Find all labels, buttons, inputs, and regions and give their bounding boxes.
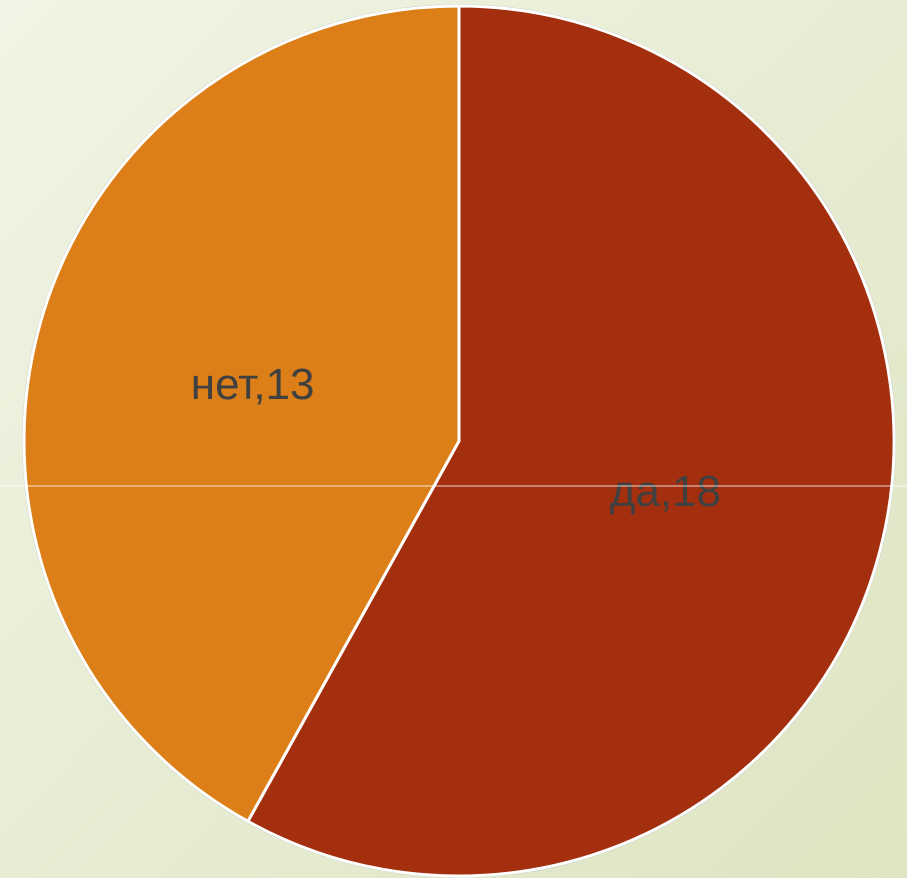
data-label: нет,13 — [191, 360, 315, 409]
data-label: да,18 — [610, 467, 721, 516]
pie: да,18 нет,13 — [22, 4, 896, 878]
pie-slice — [22, 4, 461, 824]
pie-slice — [245, 4, 896, 878]
